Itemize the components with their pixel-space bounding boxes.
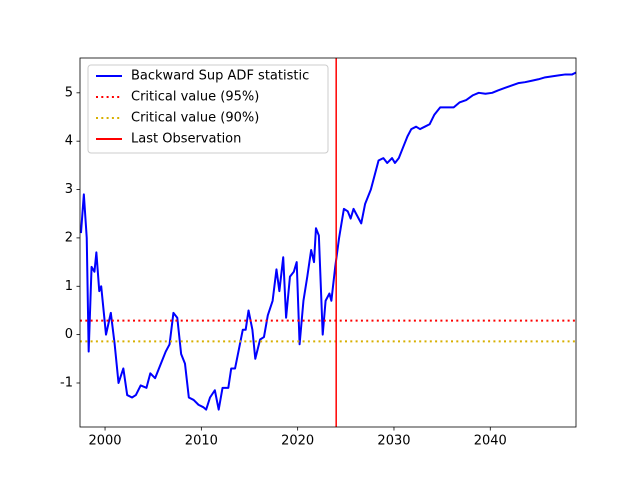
x-tick-label: 2020 bbox=[281, 434, 314, 449]
y-tick-label: 0 bbox=[65, 327, 73, 342]
y-tick-label: 1 bbox=[65, 279, 73, 294]
series-line bbox=[80, 71, 576, 411]
y-tick-label: 2 bbox=[65, 230, 73, 245]
legend-box bbox=[87, 64, 329, 154]
x-tick-label: 2010 bbox=[185, 434, 218, 449]
y-tick-label: 5 bbox=[65, 85, 73, 100]
x-tick-label: 2040 bbox=[474, 434, 507, 449]
y-tick-label: 4 bbox=[65, 134, 73, 149]
legend-label: Backward Sup ADF statistic bbox=[131, 69, 309, 84]
x-tick-label: 2000 bbox=[88, 434, 121, 449]
axes-frame bbox=[79, 57, 577, 428]
legend-label: Critical value (90%) bbox=[131, 111, 259, 126]
plot-area bbox=[80, 58, 576, 427]
x-tick-label: 2030 bbox=[377, 434, 410, 449]
legend-label: Last Observation bbox=[131, 132, 241, 147]
y-tick-label: 3 bbox=[65, 182, 73, 197]
legend-label: Critical value (95%) bbox=[131, 90, 259, 105]
y-tick-label: -1 bbox=[60, 375, 73, 390]
